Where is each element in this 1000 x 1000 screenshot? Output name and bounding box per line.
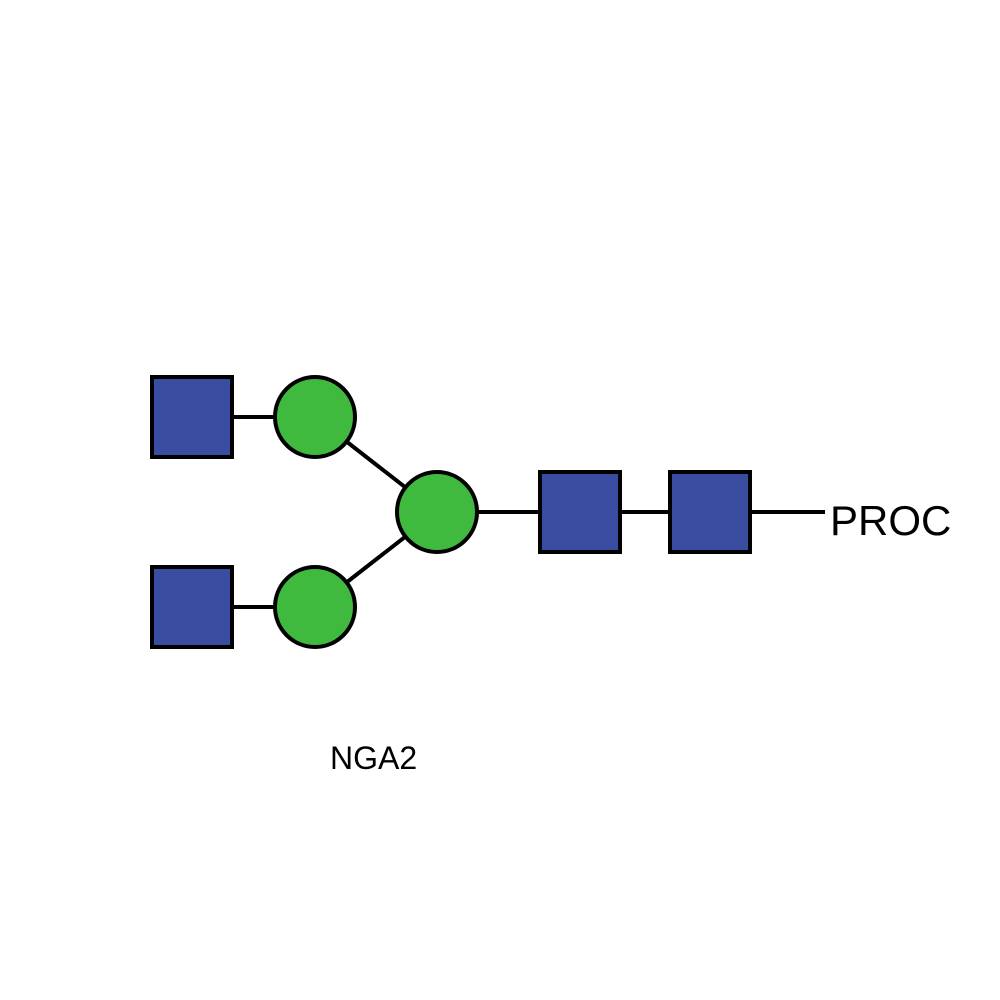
name-label: NGA2 bbox=[330, 740, 417, 777]
square-node bbox=[152, 567, 232, 647]
circle-node bbox=[397, 472, 477, 552]
circle-node bbox=[275, 567, 355, 647]
circle-node bbox=[275, 377, 355, 457]
square-node bbox=[152, 377, 232, 457]
proc-label: PROC bbox=[830, 497, 951, 545]
square-node bbox=[670, 472, 750, 552]
square-node bbox=[540, 472, 620, 552]
